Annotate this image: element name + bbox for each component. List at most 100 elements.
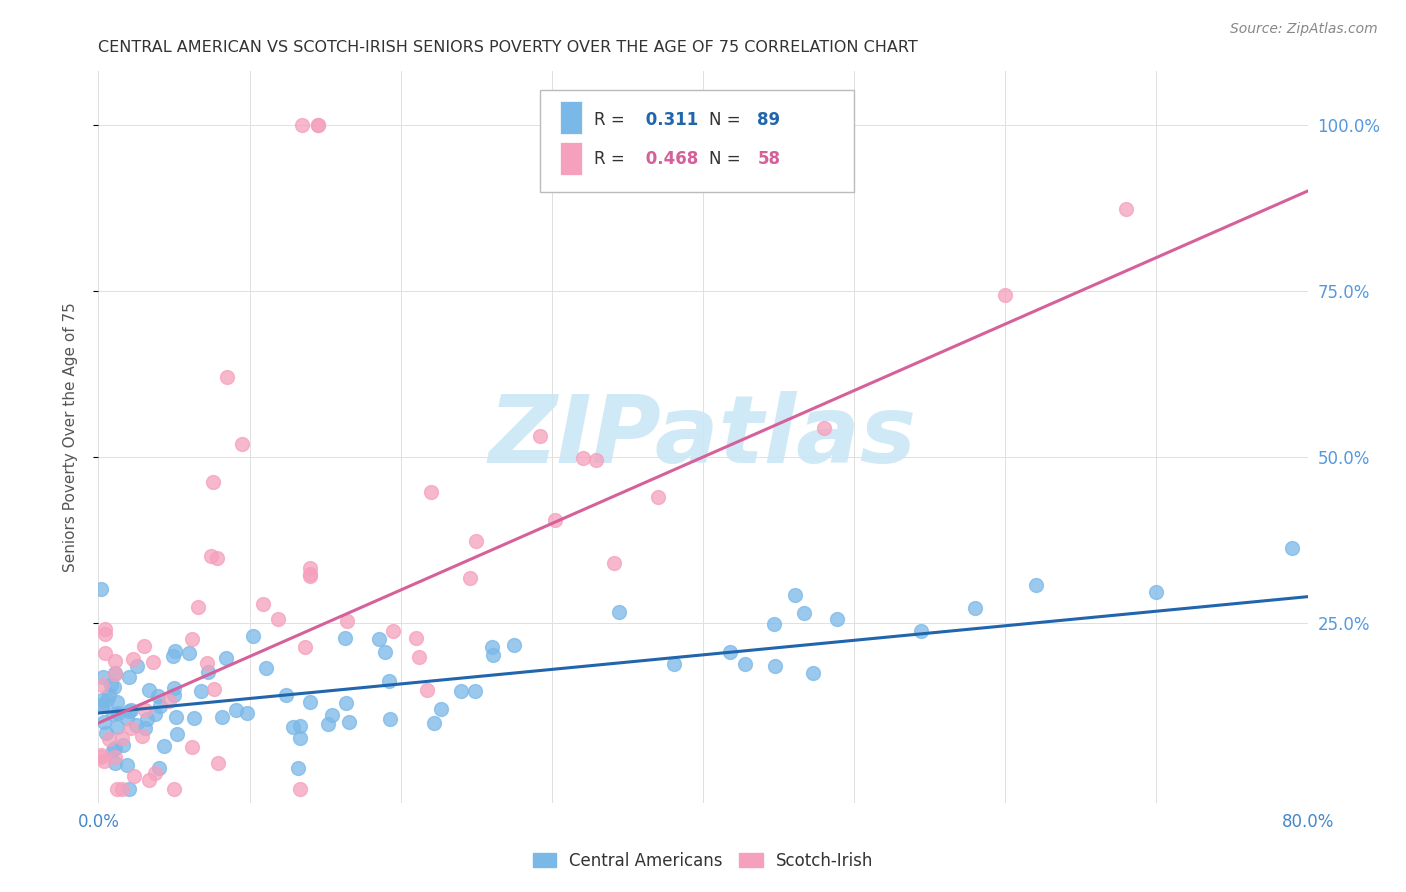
Point xyxy=(231,436,253,450)
Point xyxy=(1115,202,1137,216)
Point xyxy=(153,739,176,753)
Point xyxy=(207,756,229,770)
Point xyxy=(93,754,115,768)
Point xyxy=(94,627,117,641)
Point xyxy=(115,758,138,772)
Point xyxy=(215,651,238,665)
Point xyxy=(105,720,128,734)
Point xyxy=(90,698,112,712)
Point xyxy=(252,597,274,611)
Point xyxy=(202,682,225,697)
Point xyxy=(267,612,290,626)
Point xyxy=(104,756,127,771)
Point xyxy=(101,742,124,756)
Point xyxy=(287,761,309,775)
Text: 58: 58 xyxy=(758,150,780,168)
Point xyxy=(335,631,357,645)
FancyBboxPatch shape xyxy=(561,102,582,135)
Point xyxy=(254,661,277,675)
Point xyxy=(225,704,247,718)
Point xyxy=(131,729,153,743)
Point xyxy=(101,707,124,722)
Point xyxy=(93,714,115,729)
Point xyxy=(503,638,526,652)
Point xyxy=(290,719,312,733)
Point xyxy=(299,560,322,574)
Point xyxy=(138,682,160,697)
Point xyxy=(307,118,329,132)
Point xyxy=(910,624,932,638)
Point xyxy=(177,646,200,660)
Point xyxy=(337,714,360,729)
Point xyxy=(544,513,567,527)
Point xyxy=(1144,585,1167,599)
Point xyxy=(281,720,304,734)
Point xyxy=(183,711,205,725)
Point xyxy=(481,640,503,654)
Point xyxy=(148,689,170,703)
Point xyxy=(127,659,149,673)
Point xyxy=(288,731,311,746)
Point xyxy=(602,556,624,570)
Point xyxy=(215,370,238,384)
Point xyxy=(291,118,314,132)
Point xyxy=(299,567,322,582)
Point xyxy=(763,659,786,673)
Point xyxy=(607,605,630,619)
Point xyxy=(181,632,204,647)
Point xyxy=(94,622,117,636)
Point xyxy=(117,670,139,684)
Point xyxy=(100,678,122,692)
Point xyxy=(464,684,486,698)
Point xyxy=(138,773,160,788)
Point xyxy=(1281,541,1303,556)
Point xyxy=(294,640,316,655)
Point xyxy=(104,749,127,764)
Point xyxy=(200,549,222,564)
Point xyxy=(111,781,134,796)
Point xyxy=(165,710,187,724)
Point xyxy=(318,717,340,731)
Point xyxy=(734,657,756,672)
Text: 89: 89 xyxy=(758,111,780,128)
Point xyxy=(162,648,184,663)
Point xyxy=(965,601,987,615)
Point xyxy=(142,655,165,669)
Point xyxy=(274,688,297,702)
Point xyxy=(529,429,551,443)
Point xyxy=(197,656,219,670)
Point xyxy=(197,665,219,679)
Point xyxy=(93,670,115,684)
Point xyxy=(163,688,186,702)
Point xyxy=(134,703,156,717)
Point xyxy=(104,740,127,755)
Point xyxy=(90,749,112,764)
Point xyxy=(429,702,451,716)
Point xyxy=(105,781,128,796)
Point xyxy=(994,288,1017,302)
Point xyxy=(91,699,114,714)
Point xyxy=(299,695,322,709)
Point xyxy=(374,645,396,659)
Point xyxy=(163,644,186,658)
Point xyxy=(149,699,172,714)
Point xyxy=(90,678,112,692)
Point xyxy=(115,711,138,725)
Text: CENTRAL AMERICAN VS SCOTCH-IRISH SENIORS POVERTY OVER THE AGE OF 75 CORRELATION : CENTRAL AMERICAN VS SCOTCH-IRISH SENIORS… xyxy=(98,40,918,55)
Point xyxy=(180,739,202,754)
Point xyxy=(166,727,188,741)
Point xyxy=(335,614,357,628)
Point xyxy=(190,683,212,698)
Point xyxy=(163,681,186,696)
Point xyxy=(299,569,322,583)
Point xyxy=(121,652,143,666)
Point xyxy=(825,612,848,626)
Text: R =: R = xyxy=(595,111,630,128)
FancyBboxPatch shape xyxy=(561,143,582,175)
Point xyxy=(785,588,807,602)
Point xyxy=(647,490,669,504)
Point xyxy=(132,639,155,653)
Point xyxy=(163,781,186,796)
Point xyxy=(120,703,142,717)
Point xyxy=(420,484,443,499)
